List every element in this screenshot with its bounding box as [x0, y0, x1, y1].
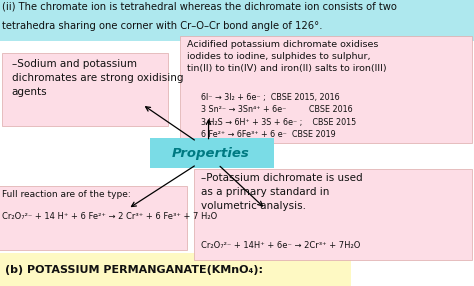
Text: –Potassium dichromate is used
as a primary standard in
volumetric analysis.: –Potassium dichromate is used as a prima…	[201, 173, 363, 211]
Text: Properties: Properties	[172, 146, 250, 160]
FancyBboxPatch shape	[2, 53, 168, 126]
Text: –Sodium and potassium
dichromates are strong oxidising
agents: –Sodium and potassium dichromates are st…	[12, 59, 183, 97]
FancyBboxPatch shape	[194, 169, 472, 260]
Text: 6I⁻ → 3I₂ + 6e⁻ ;  CBSE 2015, 2016
3 Sn²⁻ → 3Sn⁴⁺ + 6e⁻         CBSE 2016
3 H₂S : 6I⁻ → 3I₂ + 6e⁻ ; CBSE 2015, 2016 3 Sn²⁻…	[201, 93, 357, 140]
FancyBboxPatch shape	[0, 253, 351, 286]
Text: tetrahedra sharing one corner with Cr–O–Cr bond angle of 126°.: tetrahedra sharing one corner with Cr–O–…	[2, 21, 323, 31]
Text: Full reaction are of the type:: Full reaction are of the type:	[2, 190, 131, 199]
FancyBboxPatch shape	[150, 138, 274, 168]
Text: Cr₂O₇²⁻ + 14H⁺ + 6e⁻ → 2Cr³⁺ + 7H₂O: Cr₂O₇²⁻ + 14H⁺ + 6e⁻ → 2Cr³⁺ + 7H₂O	[201, 241, 361, 250]
Text: (ii) The chromate ion is tetrahedral whereas the dichromate ion consists of two: (ii) The chromate ion is tetrahedral whe…	[2, 1, 397, 11]
Text: Acidified potassium dichromate oxidises
iodides to iodine, sulphides to sulphur,: Acidified potassium dichromate oxidises …	[187, 40, 387, 73]
FancyBboxPatch shape	[0, 0, 474, 41]
FancyBboxPatch shape	[0, 186, 187, 250]
FancyBboxPatch shape	[180, 36, 472, 143]
Text: Cr₂O₇²⁻ + 14 H⁺ + 6 Fe²⁺ → 2 Cr³⁺ + 6 Fe³⁺ + 7 H₂O: Cr₂O₇²⁻ + 14 H⁺ + 6 Fe²⁺ → 2 Cr³⁺ + 6 Fe…	[2, 212, 218, 221]
Text: (b) POTASSIUM PERMANGANATE(KMnO₄):: (b) POTASSIUM PERMANGANATE(KMnO₄):	[5, 265, 263, 275]
